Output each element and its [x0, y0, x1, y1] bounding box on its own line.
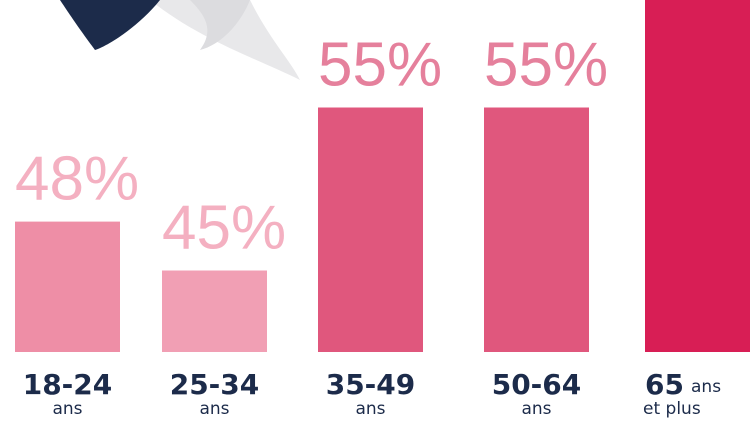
x-sublabel: ans [52, 399, 82, 419]
x-tick-label: 18-24 [23, 368, 113, 401]
decor-swoosh [60, 0, 160, 50]
bar [318, 108, 423, 353]
value-label: 45% [162, 194, 286, 263]
x-tick-label: 65 [645, 368, 684, 401]
chart: 48%18-24ans45%25-34ans55%35-49ans55%50-6… [0, 0, 751, 423]
bar [15, 222, 120, 352]
x-tick-label: 25-34 [170, 368, 260, 401]
bar [162, 271, 267, 353]
bar [645, 0, 750, 352]
x-tick-label: 50-64 [492, 368, 582, 401]
x-sublabel: ans [691, 377, 721, 397]
value-label: 48% [15, 145, 139, 214]
x-sublabel: ans [355, 399, 385, 419]
value-label: 55% [318, 31, 442, 100]
x-sublabel: ans [199, 399, 229, 419]
x-tick-label: 35-49 [326, 368, 416, 401]
bar [484, 108, 589, 353]
value-label: 55% [484, 31, 608, 100]
x-sublabel: et plus [643, 399, 701, 419]
x-sublabel: ans [521, 399, 551, 419]
